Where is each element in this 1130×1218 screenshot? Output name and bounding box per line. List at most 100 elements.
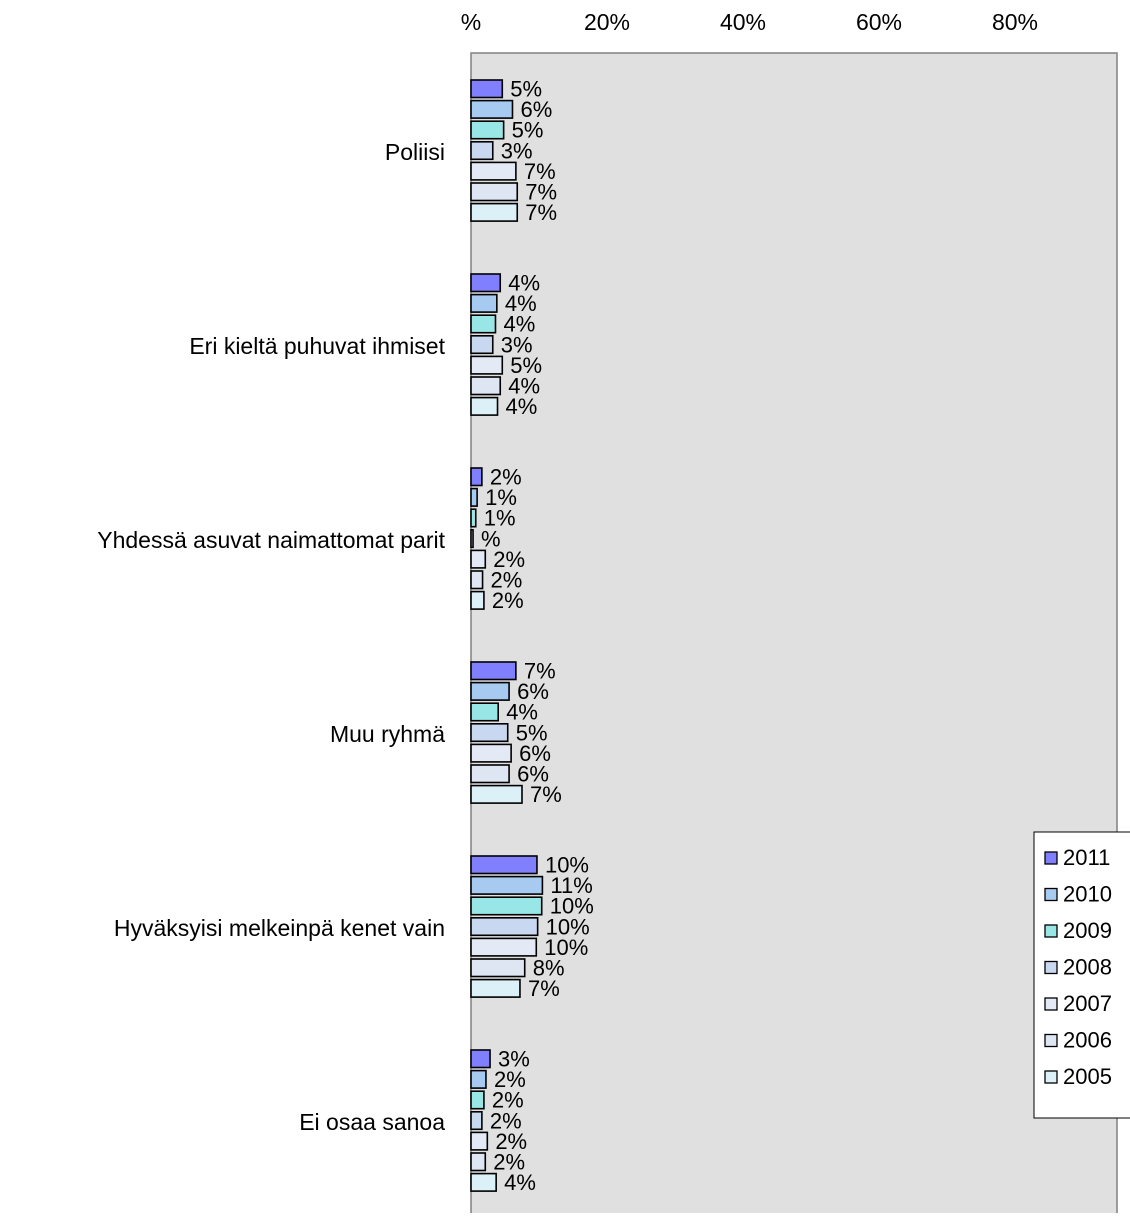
bar-2008 — [470, 528, 474, 549]
data-label: 10% — [544, 935, 588, 960]
x-tick-label: 40% — [720, 9, 766, 35]
data-label: 5% — [516, 720, 548, 745]
bar-2009 — [470, 314, 497, 334]
data-label: 1% — [485, 485, 517, 510]
data-label: 2% — [495, 1129, 527, 1154]
bar-2011 — [470, 467, 483, 487]
legend-label: 2010 — [1063, 881, 1112, 906]
bar-2006 — [470, 958, 526, 978]
category-label: Poliisi — [385, 139, 445, 165]
legend-label: 2006 — [1063, 1027, 1112, 1052]
bar-2005 — [470, 978, 521, 998]
bar-2011 — [470, 1049, 491, 1069]
bar-2008 — [470, 722, 509, 743]
data-label: 7% — [524, 159, 556, 184]
bar-2010 — [470, 99, 514, 119]
bar-2007 — [470, 161, 517, 181]
data-label: 8% — [533, 956, 565, 981]
data-label: 7% — [530, 782, 562, 807]
data-label: 2% — [494, 1067, 526, 1092]
data-label: 4% — [508, 374, 540, 399]
legend-swatch — [1044, 924, 1058, 938]
data-label: 7% — [524, 659, 556, 684]
legend-label: 2011 — [1063, 845, 1110, 870]
data-label: 6% — [519, 741, 551, 766]
data-label: 4% — [508, 271, 540, 296]
category-label: Eri kieltä puhuvat ihmiset — [189, 333, 445, 359]
bar-2007 — [470, 743, 512, 763]
data-label: 3% — [501, 138, 533, 163]
bar-series: 5%6%5%3%7%7%7%4%4%4%3%5%4%4%2%1%1%%2%2%2… — [470, 77, 594, 1195]
bar-2007 — [470, 937, 538, 957]
x-tick-label: 80% — [992, 9, 1038, 35]
bar-2011 — [470, 855, 538, 875]
bar-2006 — [470, 570, 484, 590]
legend-label: 2007 — [1063, 991, 1112, 1016]
bar-2007 — [470, 1131, 489, 1151]
data-label: 4% — [505, 291, 537, 316]
data-label: 3% — [498, 1047, 530, 1072]
category-label: Yhdessä asuvat naimattomat parit — [97, 527, 445, 553]
bar-2005 — [470, 1172, 497, 1192]
bar-2008 — [470, 141, 494, 161]
bar-2008 — [470, 1111, 483, 1131]
legend: 2011 2010 2009 2008 2007 2006 2005 — [1033, 831, 1130, 1119]
bar-2010 — [470, 293, 498, 313]
data-label: 5% — [510, 77, 542, 102]
legend-label: 2008 — [1063, 954, 1112, 979]
legend-swatch — [1044, 997, 1058, 1011]
bar-2009 — [470, 1090, 485, 1110]
legend-swatch — [1044, 960, 1058, 975]
bar-2007 — [470, 549, 487, 569]
bar-2009 — [470, 702, 500, 722]
legend-swatch — [1044, 1070, 1058, 1084]
legend-swatch — [1044, 851, 1058, 865]
category-label: Hyväksyisi melkeinpä kenet vain — [114, 915, 445, 941]
x-tick-label: 20% — [584, 9, 630, 35]
bar-2008 — [470, 916, 539, 937]
data-label: 7% — [525, 180, 557, 205]
data-label: 10% — [545, 853, 589, 878]
bar-2005 — [470, 590, 485, 610]
data-label: 6% — [517, 762, 549, 787]
data-label: 11% — [550, 873, 592, 898]
x-tick-label: % — [461, 9, 481, 35]
data-label: 2% — [492, 1088, 524, 1113]
data-label: 2% — [490, 1108, 522, 1133]
data-label: 7% — [528, 976, 560, 1001]
data-label: 4% — [504, 1170, 536, 1195]
bar-2010 — [470, 1069, 487, 1089]
legend-label: 2009 — [1063, 918, 1112, 943]
bar-2007 — [470, 355, 504, 375]
data-label: 4% — [506, 394, 538, 419]
bar-2009 — [470, 120, 505, 140]
data-label: 4% — [503, 312, 535, 337]
bar-2006 — [470, 764, 510, 784]
bar-2011 — [470, 273, 502, 293]
bar-2006 — [470, 182, 519, 202]
bar-2011 — [470, 79, 504, 99]
x-axis-ticks: % 20% 40% 60% 80% — [461, 9, 1038, 35]
bar-2010 — [470, 681, 510, 701]
bar-2005 — [470, 784, 523, 804]
data-label: 2% — [493, 1150, 525, 1175]
data-label: 2% — [492, 588, 524, 613]
data-label: 4% — [506, 700, 538, 725]
bar-2009 — [470, 508, 477, 528]
bar-2010 — [470, 487, 478, 507]
data-label: 10% — [550, 894, 594, 919]
bar-2006 — [470, 1152, 487, 1172]
data-label: 10% — [546, 914, 590, 939]
bar-2010 — [470, 875, 544, 895]
data-label: 6% — [517, 679, 549, 704]
data-label: % — [481, 526, 501, 551]
data-label: 2% — [493, 547, 525, 572]
legend-swatch — [1044, 1033, 1058, 1048]
legend-label: 2005 — [1063, 1064, 1112, 1089]
data-label: 5% — [512, 118, 544, 143]
category-labels: Poliisi Eri kieltä puhuvat ihmiset Yhdessä… — [97, 139, 445, 1135]
category-label: Ei osaa sanoa — [299, 1109, 445, 1135]
bar-2006 — [470, 376, 502, 396]
